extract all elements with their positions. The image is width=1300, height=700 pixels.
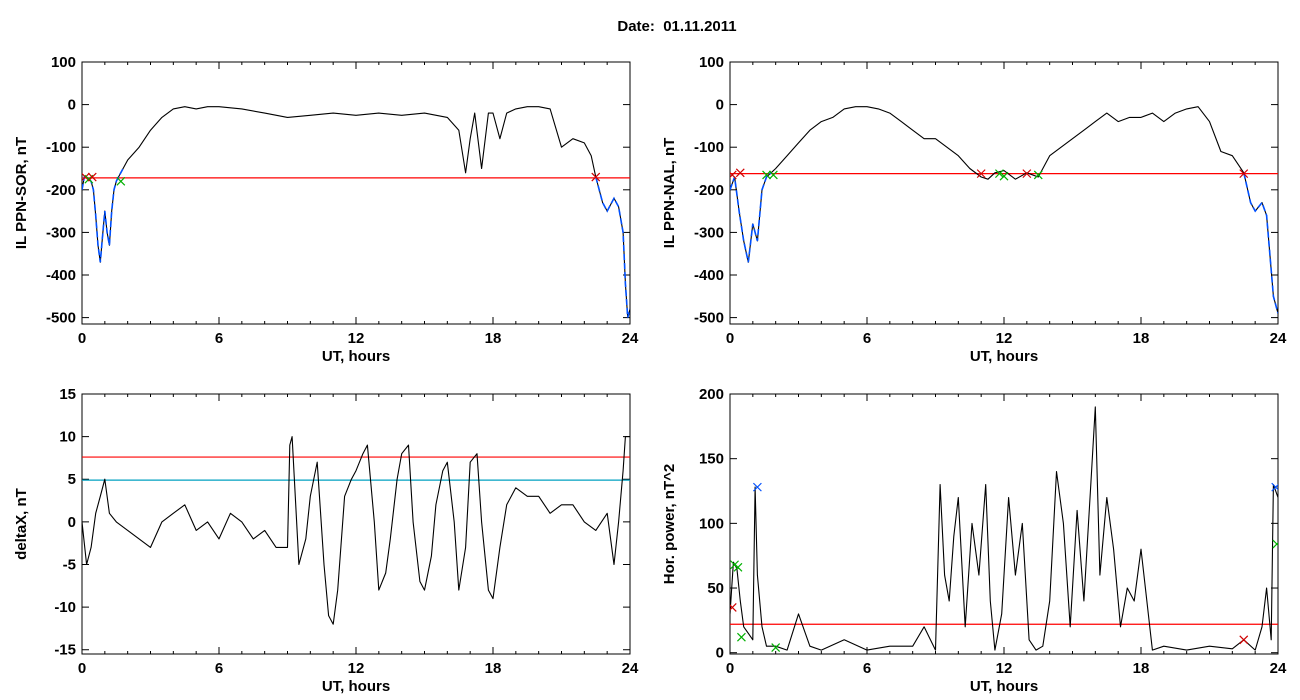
below-threshold-segment xyxy=(595,176,630,318)
event-marker xyxy=(87,172,97,182)
plot-area xyxy=(730,106,1278,314)
event-marker xyxy=(771,643,781,652)
x-tick-label: 0 xyxy=(726,330,734,347)
y-axis-label: Hor. power, nT^2 xyxy=(661,464,678,584)
y-axis-label: IL PPN-SOR, nT xyxy=(13,137,30,249)
y-tick-label: -300 xyxy=(46,224,76,241)
event-marker xyxy=(999,171,1009,181)
y-tick-label: -500 xyxy=(694,310,724,327)
x-tick-label: 12 xyxy=(348,330,365,347)
event-marker xyxy=(591,172,601,182)
plot-area xyxy=(730,406,1278,652)
x-tick-label: 18 xyxy=(485,660,502,677)
y-tick-label: -500 xyxy=(46,310,76,327)
data-series-line xyxy=(82,106,630,319)
event-marker xyxy=(1239,635,1249,645)
x-tick-label: 24 xyxy=(622,330,639,347)
y-tick-label: 15 xyxy=(59,386,76,403)
x-tick-label: 0 xyxy=(726,660,734,677)
x-axis-label: UT, hours xyxy=(970,678,1038,695)
x-tick-label: 0 xyxy=(78,330,86,347)
event-marker xyxy=(1271,482,1278,492)
event-marker xyxy=(736,632,746,642)
x-axis-label: UT, hours xyxy=(322,678,390,695)
panel-il-ppn-nal: 0 6 12 18 24 -500 -400 -300 -200 -100 0 100 UT, hour… xyxy=(661,54,1287,365)
y-tick-label: 100 xyxy=(699,515,724,532)
y-tick-label: 5 xyxy=(68,471,76,488)
plot-area xyxy=(82,436,630,625)
x-axis-label: UT, hours xyxy=(970,348,1038,365)
event-marker xyxy=(1272,539,1278,549)
below-threshold-segment xyxy=(82,168,124,263)
plot-frame xyxy=(81,393,631,655)
below-threshold-segment xyxy=(730,172,772,263)
y-tick-label: 100 xyxy=(699,54,724,71)
x-tick-label: 24 xyxy=(622,660,639,677)
event-marker xyxy=(762,170,771,180)
x-tick-label: 6 xyxy=(215,660,223,677)
x-tick-label: 18 xyxy=(485,330,502,347)
y-tick-label: -200 xyxy=(46,182,76,199)
x-tick-label: 6 xyxy=(863,330,871,347)
y-tick-label: -10 xyxy=(54,599,76,616)
x-tick-label: 0 xyxy=(78,660,86,677)
x-tick-label: 6 xyxy=(215,330,223,347)
event-marker xyxy=(752,482,762,492)
plot-frame xyxy=(81,61,631,325)
panel-il-ppn-sor: 0 6 12 18 24 -500 -400 -300 -200 -100 0 100 UT, hour… xyxy=(13,54,639,365)
y-tick-label: 0 xyxy=(716,97,724,114)
event-marker xyxy=(733,562,743,572)
y-tick-label: 0 xyxy=(716,645,724,662)
event-marker xyxy=(730,603,737,612)
plot-frame xyxy=(729,61,1279,325)
x-axis-label: UT, hours xyxy=(322,348,390,365)
y-tick-label: 100 xyxy=(51,54,76,71)
y-axis-label: deltaX, nT xyxy=(13,488,30,560)
y-tick-label: -15 xyxy=(54,642,76,659)
event-marker xyxy=(976,169,986,179)
data-series-line xyxy=(730,406,1278,651)
figure-title: Date: 01.11.2011 xyxy=(617,18,737,35)
x-tick-label: 6 xyxy=(863,660,871,677)
y-axis-label: IL PPN-NAL, nT xyxy=(661,138,678,249)
x-tick-label: 18 xyxy=(1133,330,1150,347)
x-tick-label: 24 xyxy=(1270,660,1287,677)
y-tick-label: -100 xyxy=(46,139,76,156)
y-tick-label: 0 xyxy=(68,97,76,114)
event-marker xyxy=(995,169,1004,179)
plot-area xyxy=(82,106,630,319)
x-tick-label: 12 xyxy=(996,330,1013,347)
y-tick-label: -5 xyxy=(63,556,76,573)
x-tick-label: 18 xyxy=(1133,660,1150,677)
event-marker xyxy=(730,170,737,180)
y-tick-label: 200 xyxy=(699,386,724,403)
y-tick-label: 10 xyxy=(59,429,76,446)
event-marker xyxy=(768,170,778,180)
plot-frame xyxy=(729,393,1279,655)
y-tick-label: -400 xyxy=(46,267,76,284)
below-threshold-segment xyxy=(1243,172,1278,314)
y-tick-label: -400 xyxy=(694,267,724,284)
y-tick-label: 50 xyxy=(707,580,724,597)
data-series-line xyxy=(82,436,630,625)
event-marker xyxy=(735,168,745,178)
panel-hor-power: 0 6 12 18 24 0 50 100 150 200 UT, hours Hor. power,… xyxy=(661,386,1287,695)
x-tick-label: 24 xyxy=(1270,330,1287,347)
event-marker xyxy=(1022,169,1032,179)
y-tick-label: -300 xyxy=(694,224,724,241)
y-tick-label: 0 xyxy=(68,514,76,531)
y-tick-label: -200 xyxy=(694,182,724,199)
x-tick-label: 12 xyxy=(996,660,1013,677)
event-marker xyxy=(116,176,126,186)
event-marker xyxy=(1033,170,1043,180)
x-tick-label: 12 xyxy=(348,660,365,677)
panel-deltax: 0 6 12 18 24 -15 -10 -5 0 5 10 15 UT, hours deltaX, n… xyxy=(13,386,639,695)
y-tick-label: 150 xyxy=(699,451,724,468)
data-series-line xyxy=(730,106,1278,314)
y-tick-label: -100 xyxy=(694,139,724,156)
event-marker xyxy=(1239,169,1249,179)
